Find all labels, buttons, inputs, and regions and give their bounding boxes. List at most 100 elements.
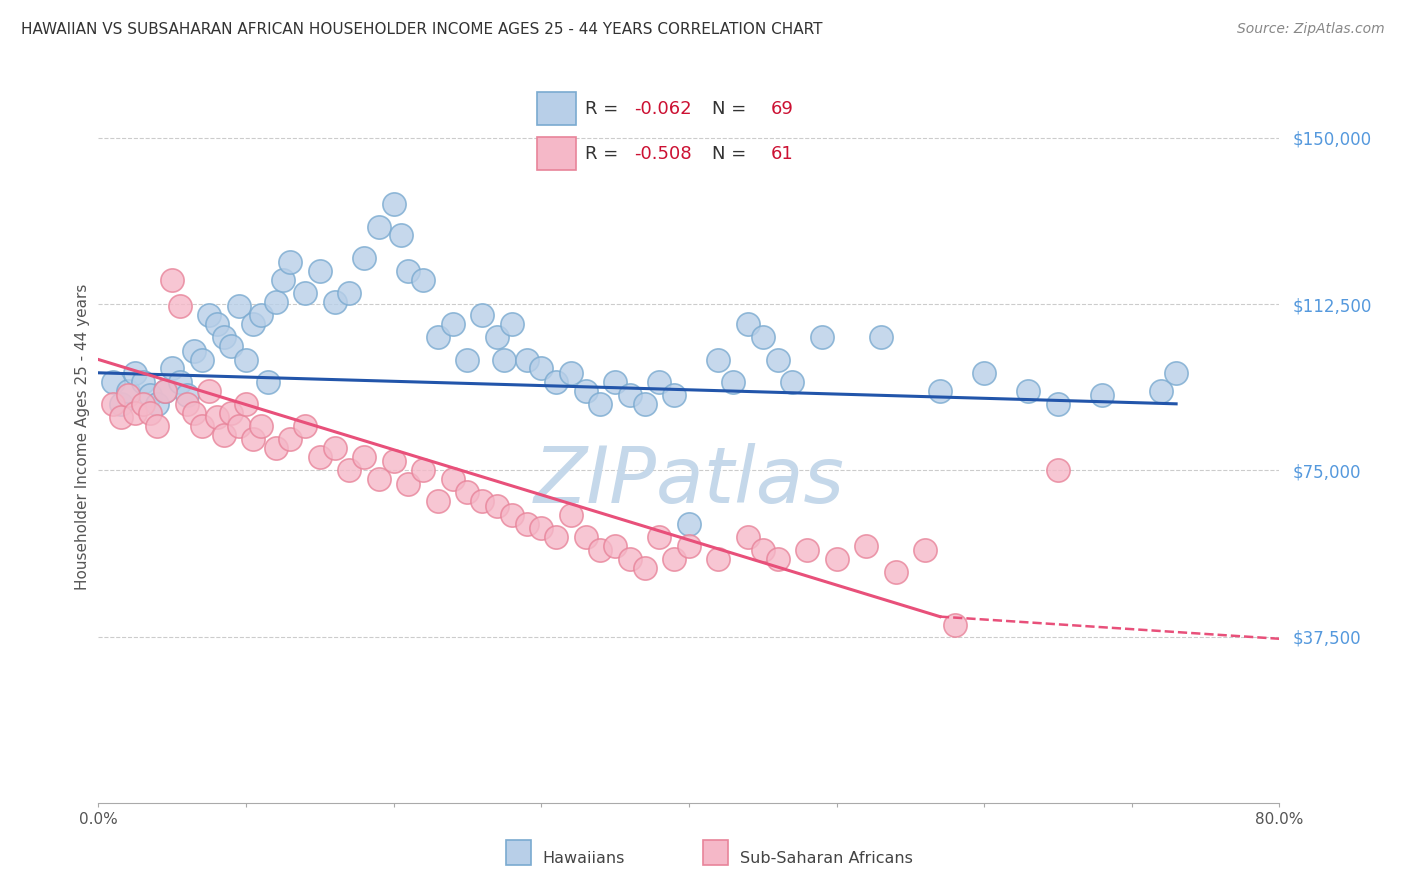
Point	[664, 388, 686, 402]
Point	[751, 543, 773, 558]
Point	[339, 285, 360, 300]
Point	[633, 561, 655, 575]
Point	[242, 432, 264, 446]
Point	[103, 375, 125, 389]
Point	[278, 255, 302, 269]
Point	[486, 330, 509, 344]
Point	[139, 388, 162, 402]
Point	[235, 397, 257, 411]
Point	[169, 375, 191, 389]
Point	[146, 397, 169, 411]
Point	[228, 299, 250, 313]
Point	[368, 472, 391, 486]
Point	[1091, 388, 1114, 402]
Point	[471, 494, 494, 508]
Point	[560, 366, 582, 380]
Point	[117, 384, 139, 398]
Point	[191, 419, 214, 434]
Point	[382, 454, 405, 468]
Point	[294, 419, 316, 434]
Point	[146, 419, 169, 434]
Point	[456, 485, 478, 500]
Point	[1046, 397, 1069, 411]
Point	[198, 384, 221, 398]
Point	[250, 308, 273, 322]
Point	[250, 419, 273, 434]
Point	[191, 352, 214, 367]
Point	[264, 294, 287, 309]
Point	[501, 317, 523, 331]
Text: HAWAIIAN VS SUBSAHARAN AFRICAN HOUSEHOLDER INCOME AGES 25 - 44 YEARS CORRELATION: HAWAIIAN VS SUBSAHARAN AFRICAN HOUSEHOLD…	[21, 22, 823, 37]
Point	[782, 375, 804, 389]
Point	[737, 530, 759, 544]
Point	[110, 397, 132, 411]
Point	[294, 285, 316, 300]
Point	[973, 366, 995, 380]
Point	[412, 463, 434, 477]
Point	[494, 352, 516, 367]
Y-axis label: Householder Income Ages 25 - 44 years: Householder Income Ages 25 - 44 years	[75, 284, 90, 591]
Point	[619, 388, 641, 402]
Point	[678, 516, 700, 531]
Point	[309, 450, 332, 464]
Point	[183, 343, 205, 358]
Point	[633, 397, 655, 411]
Point	[117, 388, 139, 402]
Point	[441, 472, 464, 486]
Point	[176, 388, 198, 402]
Point	[132, 375, 155, 389]
Point	[486, 499, 509, 513]
Point	[884, 566, 907, 580]
Point	[530, 521, 553, 535]
Point	[264, 441, 287, 455]
Point	[323, 294, 346, 309]
Point	[353, 450, 375, 464]
Point	[339, 463, 360, 477]
Text: Hawaiians: Hawaiians	[543, 851, 626, 865]
Point	[353, 251, 375, 265]
Point	[766, 352, 789, 367]
Point	[664, 552, 686, 566]
Point	[605, 375, 627, 389]
Point	[271, 273, 294, 287]
Point	[546, 375, 568, 389]
Point	[221, 406, 243, 420]
Point	[605, 539, 627, 553]
Point	[162, 273, 183, 287]
Point	[501, 508, 523, 522]
Point	[124, 366, 146, 380]
Point	[198, 308, 221, 322]
Point	[309, 264, 332, 278]
Point	[441, 317, 464, 331]
Point	[796, 543, 818, 558]
Point	[869, 330, 891, 344]
Point	[751, 330, 773, 344]
Point	[546, 530, 568, 544]
Point	[169, 299, 191, 313]
Point	[1164, 366, 1187, 380]
Point	[153, 384, 176, 398]
Point	[516, 352, 538, 367]
Point	[389, 228, 412, 243]
Point	[205, 317, 228, 331]
Point	[412, 273, 434, 287]
Point	[103, 397, 125, 411]
Point	[810, 330, 832, 344]
Point	[574, 384, 596, 398]
Point	[212, 428, 235, 442]
Point	[228, 419, 250, 434]
Point	[560, 508, 582, 522]
Point	[825, 552, 848, 566]
Point	[242, 317, 264, 331]
Point	[153, 384, 176, 398]
Point	[530, 361, 553, 376]
Point	[737, 317, 759, 331]
Point	[1017, 384, 1039, 398]
Point	[139, 406, 162, 420]
Point	[176, 397, 198, 411]
Point	[943, 618, 966, 632]
Point	[124, 406, 146, 420]
Point	[723, 375, 745, 389]
Point	[589, 543, 612, 558]
Point	[235, 352, 257, 367]
